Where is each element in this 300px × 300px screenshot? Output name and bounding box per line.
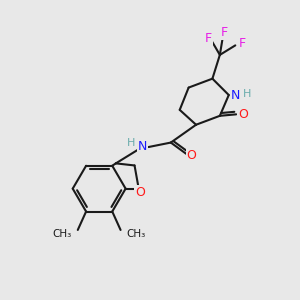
Text: CH₃: CH₃ (52, 229, 72, 238)
Text: N: N (231, 88, 240, 101)
Text: F: F (238, 38, 245, 50)
Text: CH₃: CH₃ (127, 229, 146, 238)
Text: F: F (204, 32, 211, 45)
Text: O: O (187, 149, 196, 162)
Text: O: O (238, 108, 248, 121)
Text: H: H (242, 88, 251, 98)
Text: H: H (127, 138, 135, 148)
Text: N: N (138, 140, 147, 153)
Text: O: O (135, 186, 145, 199)
Text: F: F (221, 26, 228, 39)
